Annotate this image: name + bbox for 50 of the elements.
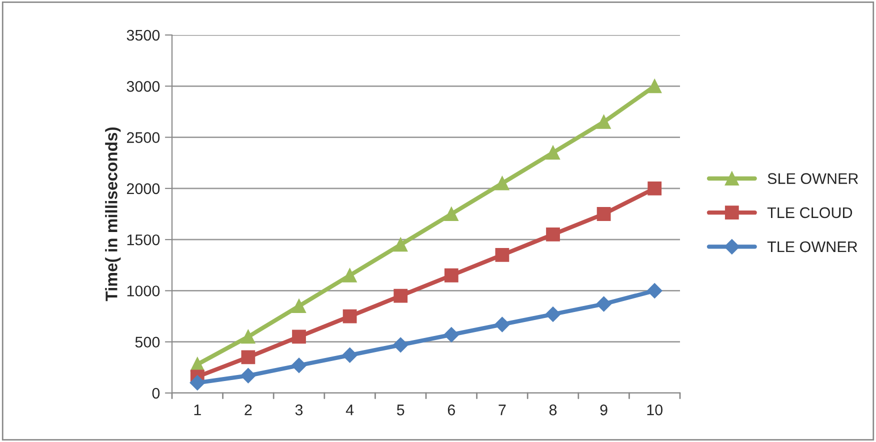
x-tick-label: 9 — [600, 404, 608, 416]
x-tick-label: 2 — [244, 404, 252, 416]
x-tick-label: 1 — [194, 404, 201, 416]
point — [444, 268, 458, 282]
x-tick-label: 7 — [498, 404, 506, 416]
point — [241, 330, 256, 344]
x-tick-label: 5 — [396, 404, 404, 416]
x-tick-label: 10 — [647, 404, 662, 416]
point — [292, 299, 306, 313]
point — [292, 330, 306, 344]
point — [596, 207, 611, 221]
point — [394, 288, 408, 303]
point — [291, 358, 307, 373]
point — [495, 248, 510, 262]
x-tick-label: 6 — [448, 404, 455, 416]
y-tick-label: 1000 — [127, 286, 160, 296]
legend-label: TLE OWNER — [767, 241, 858, 252]
x-tick-label: 3 — [295, 404, 303, 416]
point — [393, 337, 408, 352]
point — [190, 375, 205, 390]
y-tick-label: 3500 — [126, 30, 160, 41]
point — [342, 309, 357, 324]
point — [240, 368, 256, 384]
point — [394, 238, 408, 252]
point — [241, 350, 256, 364]
point — [546, 228, 560, 242]
point — [494, 316, 510, 332]
x-tick-label: 4 — [346, 404, 354, 416]
point — [495, 176, 510, 190]
point — [647, 283, 662, 298]
x-tick-label: 8 — [549, 404, 557, 416]
y-tick-label: 2000 — [126, 183, 160, 194]
point — [596, 115, 611, 129]
legend-label: TLE CLOUD — [767, 207, 852, 218]
y-tick-label: 0 — [152, 388, 160, 399]
point — [444, 327, 459, 342]
point — [545, 306, 561, 322]
y-tick-label: 2500 — [126, 132, 160, 143]
legend-label: SLE OWNER — [768, 173, 858, 184]
point — [342, 348, 358, 363]
y-tick-label: 3000 — [126, 81, 160, 92]
point — [546, 146, 560, 160]
point — [596, 296, 612, 312]
point — [648, 79, 662, 94]
y-axis-title: Time( in milliseconds) — [105, 127, 121, 302]
point — [648, 181, 662, 196]
point — [444, 207, 458, 221]
point — [342, 268, 357, 282]
y-tick-label: 500 — [135, 336, 160, 348]
y-tick-label: 1500 — [127, 234, 160, 246]
